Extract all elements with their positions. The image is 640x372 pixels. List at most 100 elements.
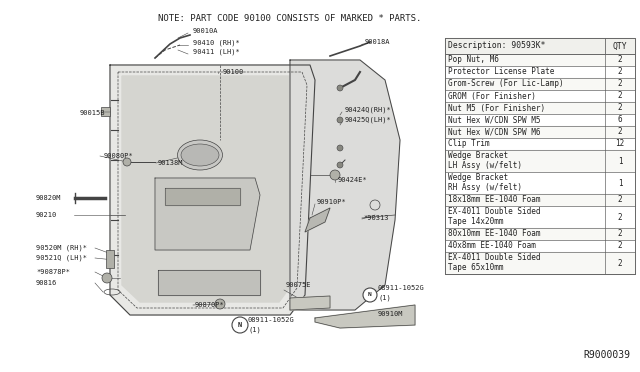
Polygon shape [290, 60, 400, 310]
Polygon shape [155, 178, 260, 250]
Text: 80x10mm EE-1040 Foam: 80x10mm EE-1040 Foam [448, 230, 541, 238]
Text: 90520M (RH)*: 90520M (RH)* [36, 245, 87, 251]
Polygon shape [315, 305, 415, 328]
Text: Description: 90593K*: Description: 90593K* [448, 42, 545, 51]
Text: 1: 1 [618, 157, 622, 166]
Circle shape [102, 273, 112, 283]
Text: 90100: 90100 [223, 69, 244, 75]
Circle shape [337, 117, 343, 123]
Text: 12: 12 [616, 140, 625, 148]
Text: Pop Nut, M6: Pop Nut, M6 [448, 55, 499, 64]
Polygon shape [445, 66, 635, 78]
Text: Nut M5 (For Finisher): Nut M5 (For Finisher) [448, 103, 545, 112]
Polygon shape [165, 188, 240, 205]
Text: 90521Q (LH)*: 90521Q (LH)* [36, 255, 87, 261]
Text: 90015B: 90015B [80, 110, 106, 116]
Bar [106, 250, 114, 268]
Text: 90424E*: 90424E* [338, 177, 368, 183]
Text: Tape 65x10mm: Tape 65x10mm [448, 263, 504, 273]
Text: LH Assy (w/felt): LH Assy (w/felt) [448, 161, 522, 170]
Text: (1): (1) [378, 295, 391, 301]
Ellipse shape [181, 144, 219, 166]
Text: 90910P*: 90910P* [317, 199, 347, 205]
Polygon shape [445, 172, 635, 194]
Text: N: N [368, 292, 372, 298]
Polygon shape [445, 78, 635, 90]
Text: Wedge Bracket: Wedge Bracket [448, 173, 508, 183]
Text: (1): (1) [248, 327, 260, 333]
Text: 18x18mm EE-1040 Foam: 18x18mm EE-1040 Foam [448, 196, 541, 205]
Polygon shape [445, 240, 635, 252]
Text: 90138M: 90138M [158, 160, 184, 166]
Circle shape [337, 145, 343, 151]
Text: *90878P*: *90878P* [36, 269, 70, 275]
Text: 08911-1052G: 08911-1052G [378, 285, 425, 291]
Text: 6: 6 [618, 115, 622, 125]
Polygon shape [305, 208, 330, 232]
Text: 90410 (RH)*: 90410 (RH)* [193, 40, 240, 46]
Polygon shape [445, 38, 635, 54]
Polygon shape [445, 150, 635, 172]
Text: 90210: 90210 [36, 212, 57, 218]
Text: 08911-1052G: 08911-1052G [248, 317, 295, 323]
Text: 1: 1 [618, 179, 622, 187]
Polygon shape [445, 54, 635, 66]
Text: N: N [238, 322, 242, 328]
Text: Nut Hex W/CDN SPW M5: Nut Hex W/CDN SPW M5 [448, 115, 541, 125]
Text: 2: 2 [618, 103, 622, 112]
Polygon shape [445, 102, 635, 114]
Text: 90910M: 90910M [378, 311, 403, 317]
Text: EX-4011 Double Sided: EX-4011 Double Sided [448, 208, 541, 217]
Text: 2: 2 [618, 259, 622, 267]
Circle shape [123, 158, 131, 166]
Text: 2: 2 [618, 230, 622, 238]
Polygon shape [445, 252, 635, 274]
Text: GROM (For Finisher): GROM (For Finisher) [448, 92, 536, 100]
Text: Nut Hex W/CDN SPW M6: Nut Hex W/CDN SPW M6 [448, 128, 541, 137]
Polygon shape [445, 126, 635, 138]
Text: 90018A: 90018A [365, 39, 390, 45]
Bar [101, 107, 110, 116]
Polygon shape [110, 65, 315, 315]
Circle shape [363, 288, 377, 302]
Text: RH Assy (w/felt): RH Assy (w/felt) [448, 183, 522, 192]
Text: 90424Q(RH)*: 90424Q(RH)* [345, 107, 392, 113]
Text: *90313: *90313 [363, 215, 388, 221]
Polygon shape [445, 114, 635, 126]
Text: QTY: QTY [612, 42, 627, 51]
Text: 2: 2 [618, 80, 622, 89]
Circle shape [337, 85, 343, 91]
Text: 90075E: 90075E [286, 282, 312, 288]
Text: 2: 2 [618, 212, 622, 221]
Text: 2: 2 [618, 92, 622, 100]
Polygon shape [445, 206, 635, 228]
Text: Protector License Plate: Protector License Plate [448, 67, 554, 77]
Text: Tape 14x20mm: Tape 14x20mm [448, 218, 504, 227]
Polygon shape [445, 194, 635, 206]
Text: 2: 2 [618, 128, 622, 137]
Polygon shape [445, 90, 635, 102]
Text: 40x8mm EE-1040 Foam: 40x8mm EE-1040 Foam [448, 241, 536, 250]
Text: 90425Q(LH)*: 90425Q(LH)* [345, 117, 392, 123]
Text: 90010A: 90010A [193, 28, 218, 34]
Text: 2: 2 [618, 67, 622, 77]
Polygon shape [290, 296, 330, 310]
Text: NOTE: PART CODE 90100 CONSISTS OF MARKED * PARTS.: NOTE: PART CODE 90100 CONSISTS OF MARKED… [158, 14, 422, 23]
Polygon shape [445, 228, 635, 240]
Circle shape [232, 317, 248, 333]
Text: EX-4011 Double Sided: EX-4011 Double Sided [448, 253, 541, 263]
Circle shape [330, 170, 340, 180]
Text: Grom-Screw (For Lic-Lamp): Grom-Screw (For Lic-Lamp) [448, 80, 564, 89]
Polygon shape [122, 76, 303, 302]
Text: 90080P*: 90080P* [104, 153, 134, 159]
Text: 90870P*: 90870P* [195, 302, 225, 308]
Text: 2: 2 [618, 241, 622, 250]
Ellipse shape [177, 140, 223, 170]
Text: 90820M: 90820M [36, 195, 61, 201]
Polygon shape [445, 138, 635, 150]
Circle shape [337, 162, 343, 168]
Text: Wedge Bracket: Wedge Bracket [448, 151, 508, 160]
Text: 90411 (LH)*: 90411 (LH)* [193, 49, 240, 55]
Polygon shape [158, 270, 260, 295]
Text: 2: 2 [618, 196, 622, 205]
